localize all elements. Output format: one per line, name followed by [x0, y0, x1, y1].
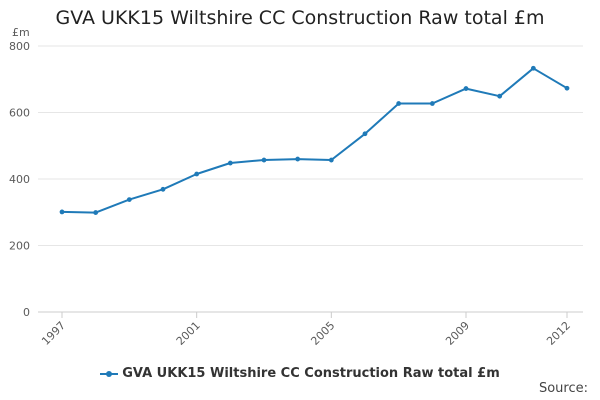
x-tick-label: 2001: [174, 319, 203, 348]
data-point[interactable]: [396, 101, 402, 106]
data-point[interactable]: [160, 186, 166, 192]
chart-title: GVA UKK15 Wiltshire CC Construction Raw …: [55, 7, 545, 29]
series-line: [61, 67, 568, 214]
data-point[interactable]: [564, 85, 570, 91]
data-point[interactable]: [93, 210, 99, 215]
data-point[interactable]: [194, 171, 200, 177]
data-point[interactable]: [497, 93, 503, 99]
data-point[interactable]: [227, 160, 233, 166]
data-point[interactable]: [328, 157, 334, 163]
data-point[interactable]: [429, 101, 435, 106]
y-tick-label: 800: [9, 40, 30, 53]
data-point[interactable]: [126, 197, 132, 203]
legend[interactable]: GVA UKK15 Wiltshire CC Construction Raw …: [0, 366, 600, 381]
y-tick-label: 0: [23, 306, 30, 319]
y-tick-label: 200: [9, 240, 30, 253]
x-tick-label: 1997: [39, 319, 68, 348]
source-label: Source:: [538, 381, 588, 396]
data-point[interactable]: [295, 156, 301, 162]
legend-marker-icon: [100, 369, 119, 379]
data-point[interactable]: [59, 209, 65, 215]
x-tick-label: 2009: [443, 319, 472, 348]
x-tick-label: 2005: [308, 319, 337, 348]
legend-label: GVA UKK15 Wiltshire CC Construction Raw …: [122, 366, 500, 381]
data-point[interactable]: [362, 131, 368, 137]
data-point[interactable]: [530, 65, 536, 71]
data-point[interactable]: [463, 86, 469, 91]
x-tick-label: 2012: [544, 319, 573, 348]
y-tick-label: 600: [9, 107, 30, 120]
data-point[interactable]: [261, 157, 267, 163]
y-tick-label: 400: [9, 173, 30, 186]
y-axis-unit-label: £m: [12, 26, 30, 39]
